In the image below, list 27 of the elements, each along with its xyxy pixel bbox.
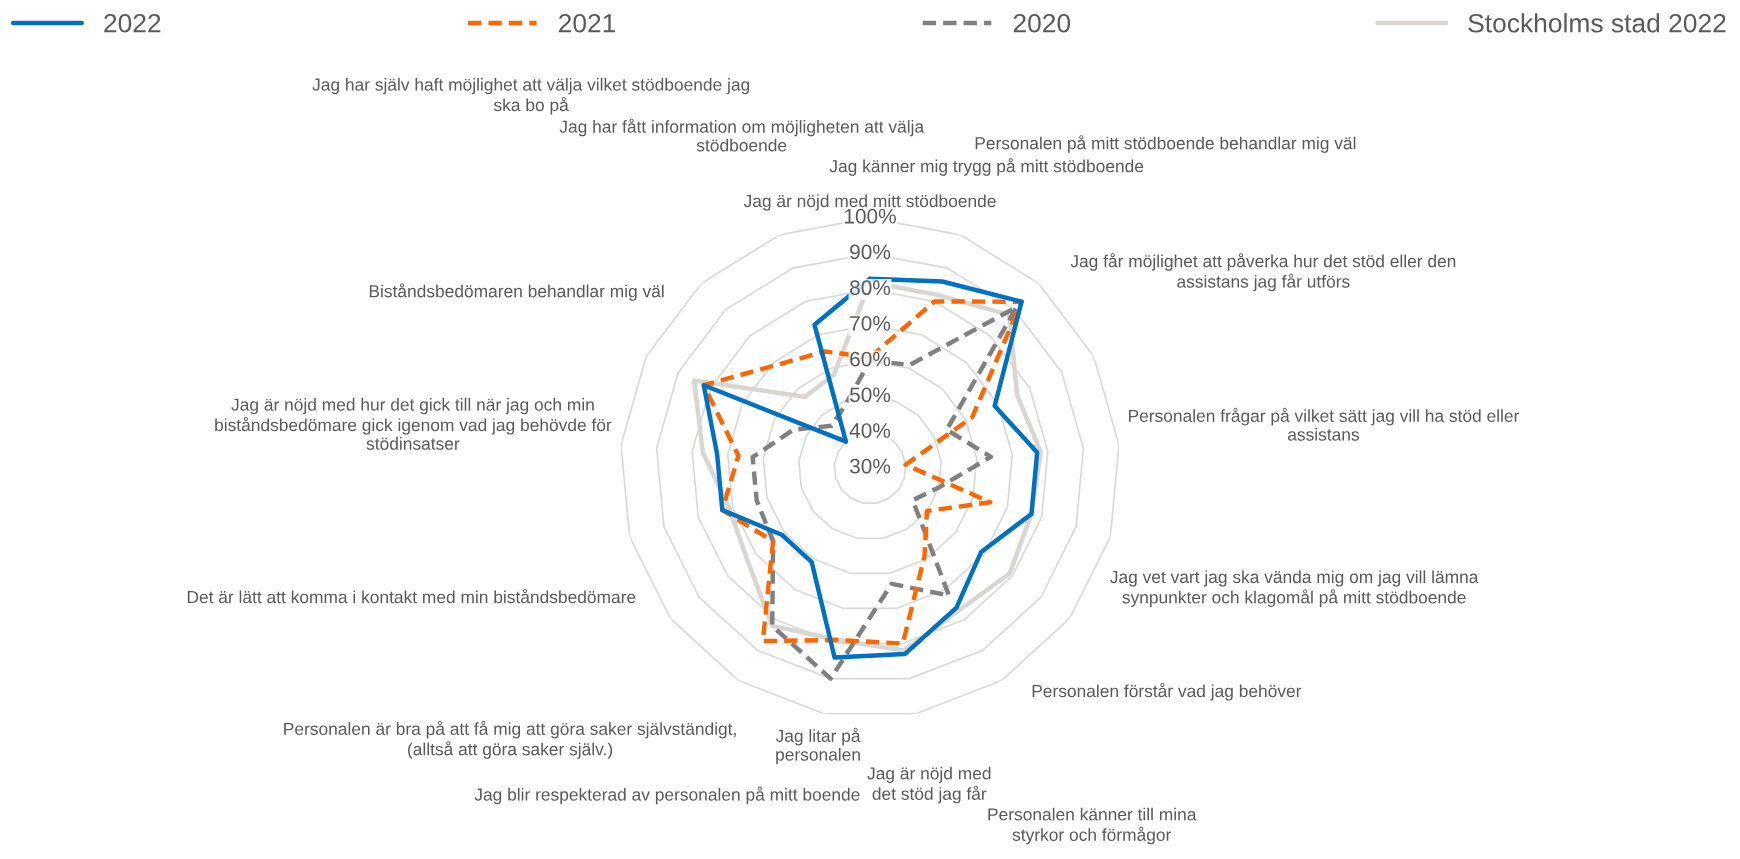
spoke-label: Jag har själv haft möjlighet att välja vilket stödboende jag ska bo på (312, 77, 750, 115)
spoke-label: Personalen frågar på vilket sätt jag vill ha stöd eller assistans (1128, 407, 1520, 441)
legend-label: 2020 (1013, 13, 1071, 33)
legend-label: 2021 (559, 13, 616, 33)
spoke-label: Jag känner mig trygg på mitt stödboende (829, 158, 1144, 176)
y-tick-label: 90% (850, 244, 891, 260)
spoke-label: Personalen är bra på att få mig att göra saker självständigt, (alltså att göra saker själv.) (284, 720, 736, 759)
spoke-label: Biståndsbedömaren behandlar mig väl (369, 283, 664, 301)
spoke-label: Personalen förstår vad jag behöver (1032, 682, 1302, 701)
legend-label: 2022 (104, 13, 161, 33)
spoke-label: Jag har fått information om möjligheten att välja stödboende (559, 118, 925, 152)
spoke-label: Jag litar på personalen (775, 727, 861, 765)
spoke-label: Jag är nöjd med hur det gick till när jag och min biståndsbedömare gick igenom vad jag behövde för stödinsatser (215, 398, 612, 450)
legend-label: Stockholms stad 2022 (1468, 13, 1726, 33)
spoke-label: Jag blir respekterad av personalen på mitt boende (474, 786, 860, 805)
spoke-label: Det är lätt att komma i kontakt med min biståndsbedömare (187, 589, 636, 604)
spoke-label: Personalen känner till mina styrkor och förmågor (988, 807, 1197, 845)
y-tick-label: 70% (850, 315, 891, 331)
spoke-label: Jag är nöjd med det stöd jag får (867, 766, 991, 804)
y-tick-label: 30% (849, 458, 891, 474)
y-tick-label: 40% (849, 423, 891, 438)
y-tick-label: 80% (850, 280, 891, 296)
spoke-label: Jag vet vart jag ska vända mig om jag vill lämna synpunkter och klagomål på mitt stödboende (1110, 570, 1479, 607)
spoke-label: Jag får möjlighet att påverka hur det stöd eller den assistans jag får utförs (1070, 253, 1456, 292)
y-tick-label: 100% (844, 208, 896, 224)
spoke-label: Personalen på mitt stödboende behandlar mig väl (975, 135, 1356, 153)
y-tick-label: 50% (849, 387, 891, 403)
